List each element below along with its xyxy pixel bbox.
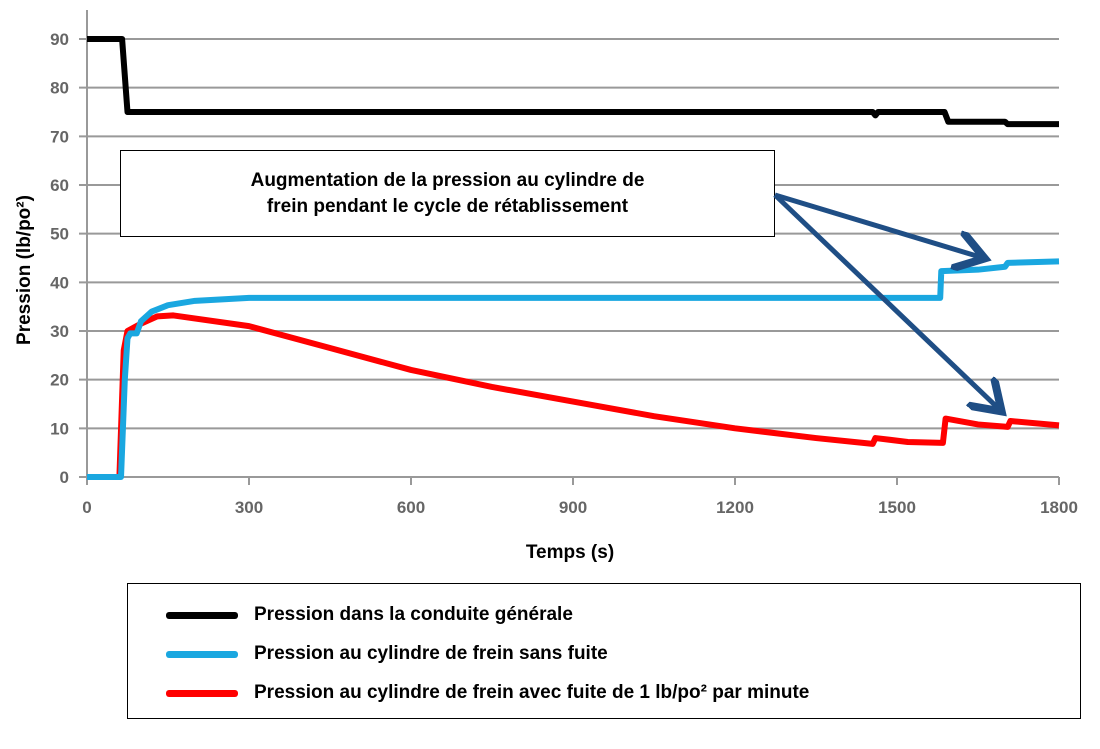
legend-swatch xyxy=(166,689,238,697)
legend-item-black: Pression dans la conduite générale xyxy=(166,604,573,626)
x-axis-label: Temps (s) xyxy=(526,542,614,563)
series-line-red xyxy=(87,312,1060,480)
y-tick-label: 10 xyxy=(50,419,69,438)
x-tick-label: 900 xyxy=(559,498,587,517)
y-tick-label: 50 xyxy=(50,225,69,244)
legend-swatch xyxy=(166,611,238,619)
y-tick-label: 70 xyxy=(50,127,69,146)
x-tick-label: 1200 xyxy=(716,498,754,517)
annotation-box: Augmentation de la pression au cylindre … xyxy=(120,150,775,237)
annotation-line-2: frein pendant le cycle de rétablissement xyxy=(266,195,629,217)
legend-label: Pression au cylindre de frein avec fuite… xyxy=(254,682,810,703)
y-tick-label: 80 xyxy=(50,79,69,98)
y-tick-label: 60 xyxy=(50,176,69,195)
x-tick-label: 600 xyxy=(397,498,425,517)
annotation-line-1: Augmentation de la pression au cylindre … xyxy=(250,169,645,191)
y-axis-label: Pression (lb/po²) xyxy=(14,195,35,345)
y-tick-label: 0 xyxy=(60,468,69,487)
y-tick-label: 90 xyxy=(50,30,69,49)
series-line-black xyxy=(87,36,1059,128)
x-tick-label: 1800 xyxy=(1040,498,1078,517)
legend: Pression dans la conduite générale Press… xyxy=(127,583,1081,719)
legend-item-red: Pression au cylindre de frein avec fuite… xyxy=(166,682,809,704)
x-tick-label: 1500 xyxy=(878,498,916,517)
y-tick-label: 40 xyxy=(50,273,69,292)
legend-label: Pression au cylindre de frein sans fuite xyxy=(254,643,608,664)
x-tick-label: 0 xyxy=(82,498,91,517)
y-tick-label: 30 xyxy=(50,322,69,341)
legend-swatch xyxy=(166,650,238,658)
x-tick-label: 300 xyxy=(235,498,263,517)
legend-item-blue: Pression au cylindre de frein sans fuite xyxy=(166,643,608,665)
legend-label: Pression dans la conduite générale xyxy=(254,604,573,625)
y-tick-label: 20 xyxy=(50,371,69,390)
